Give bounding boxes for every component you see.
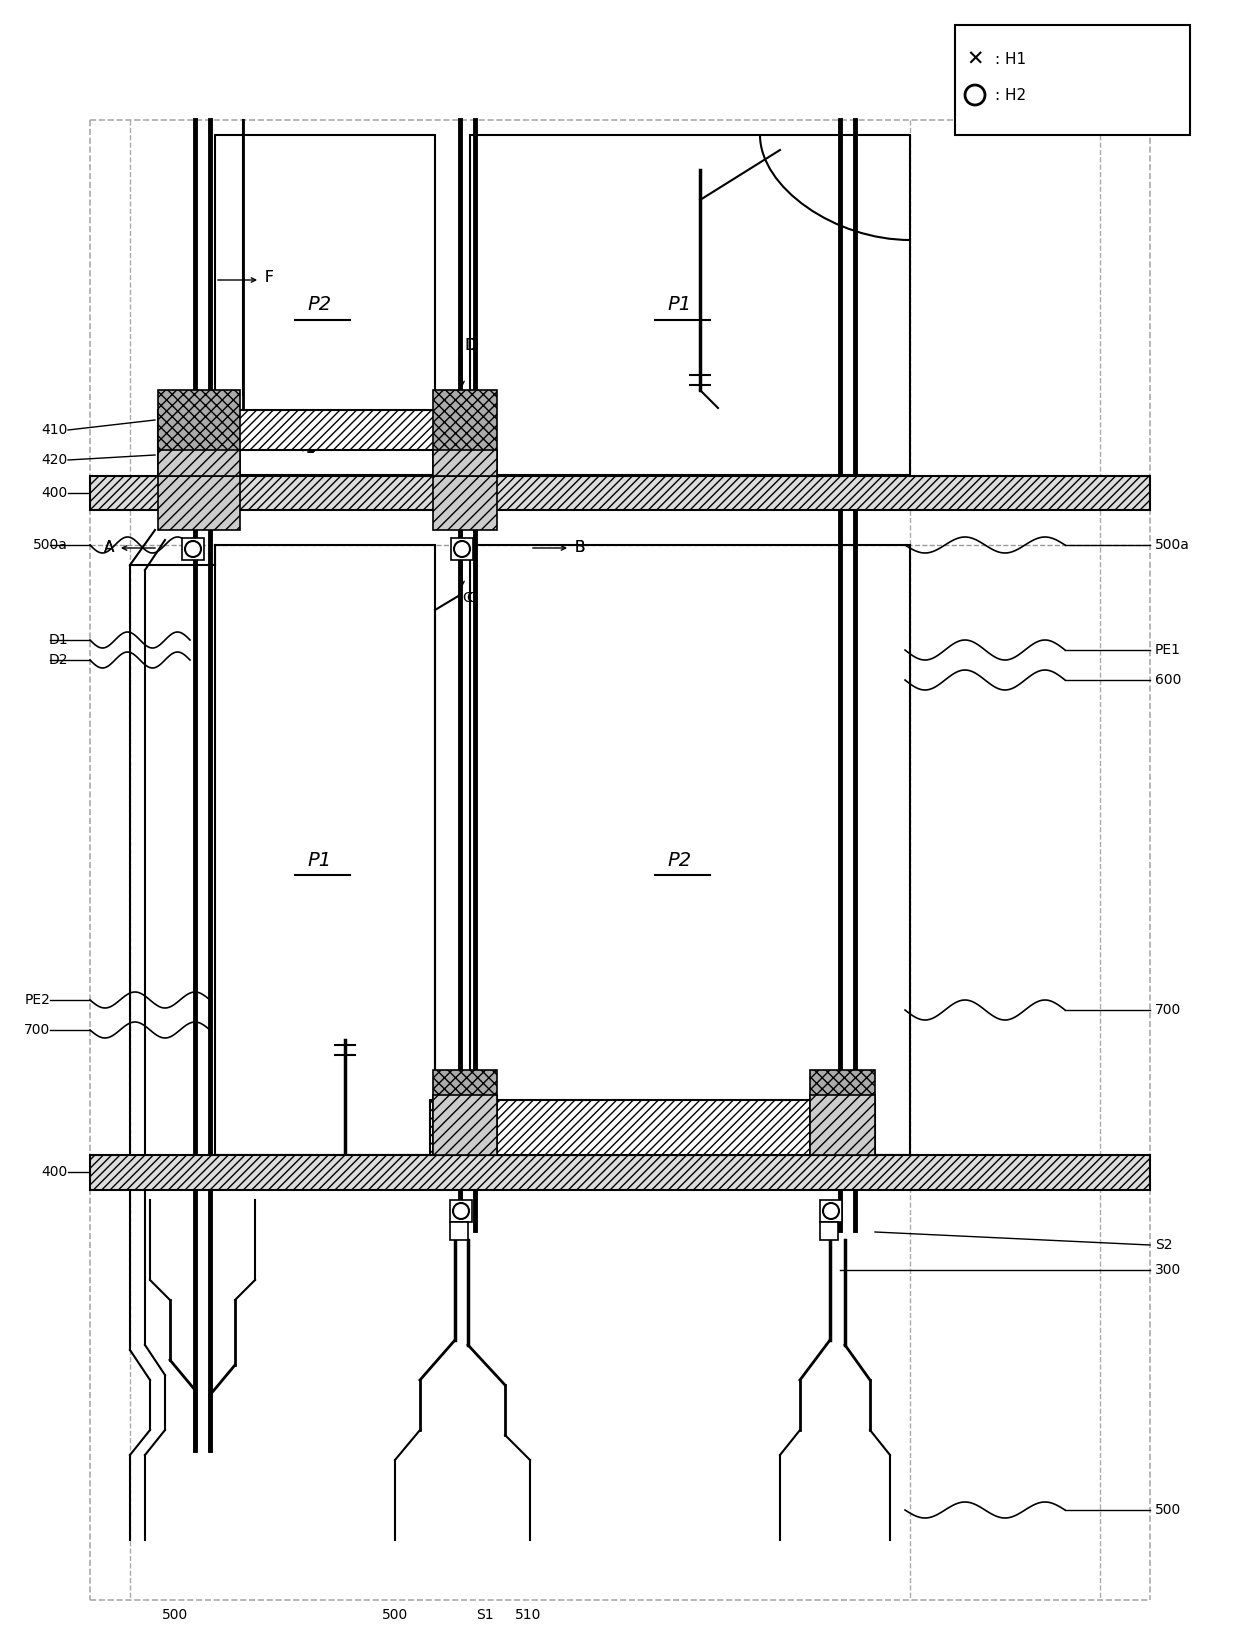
Text: 500: 500: [382, 1608, 408, 1622]
Bar: [433, 390, 497, 477]
Bar: [157, 410, 458, 450]
Bar: [157, 390, 241, 477]
Text: 420: 420: [42, 454, 68, 467]
Bar: [451, 539, 472, 560]
Text: D1: D1: [48, 633, 68, 646]
Bar: [215, 135, 435, 475]
Text: 400: 400: [42, 486, 68, 499]
Bar: [433, 1071, 497, 1155]
Text: S2: S2: [1154, 1239, 1173, 1252]
Text: P1: P1: [668, 295, 692, 315]
Bar: [820, 1200, 842, 1222]
Bar: [955, 24, 1190, 135]
Bar: [182, 539, 205, 560]
Text: C: C: [463, 591, 471, 605]
Text: PE1: PE1: [1154, 643, 1180, 658]
Text: D: D: [466, 338, 477, 353]
Bar: [433, 477, 497, 530]
Bar: [810, 1071, 875, 1155]
Text: 510: 510: [515, 1608, 541, 1622]
Text: : H2: : H2: [994, 88, 1027, 103]
Text: P1: P1: [308, 850, 332, 870]
Bar: [470, 545, 910, 1155]
Text: 400: 400: [42, 1165, 68, 1178]
Text: : H1: : H1: [994, 52, 1027, 67]
Bar: [157, 477, 241, 530]
Text: E: E: [306, 442, 315, 455]
Text: 500a: 500a: [1154, 539, 1190, 552]
Text: 410: 410: [42, 423, 68, 437]
Text: D: D: [464, 338, 476, 353]
Bar: [215, 545, 435, 1155]
Bar: [820, 1222, 838, 1240]
Text: 700: 700: [1154, 1004, 1182, 1017]
Bar: [450, 1200, 472, 1222]
Text: ✕: ✕: [836, 1075, 848, 1090]
Text: 600: 600: [1154, 672, 1182, 687]
Bar: [433, 450, 497, 477]
Text: A: A: [104, 540, 114, 555]
Text: P2: P2: [668, 850, 692, 870]
Text: A: A: [104, 540, 114, 555]
Text: B: B: [574, 540, 584, 555]
Bar: [470, 135, 910, 475]
Text: C: C: [466, 591, 476, 605]
Text: F: F: [264, 271, 273, 286]
Text: E: E: [308, 441, 316, 455]
Bar: [810, 1095, 875, 1155]
Text: ✕: ✕: [455, 1075, 469, 1090]
Bar: [91, 477, 1149, 509]
Text: ✕: ✕: [966, 51, 983, 70]
Text: D2: D2: [48, 653, 68, 667]
Bar: [91, 1155, 1149, 1190]
Text: PE2: PE2: [24, 992, 50, 1007]
Text: 700: 700: [24, 1023, 50, 1036]
Text: S1: S1: [476, 1608, 494, 1622]
Text: 500: 500: [162, 1608, 188, 1622]
Text: 500: 500: [1154, 1503, 1182, 1518]
Text: P2: P2: [308, 295, 332, 315]
Bar: [433, 1095, 497, 1155]
Text: F: F: [265, 271, 274, 286]
Text: 500a: 500a: [33, 539, 68, 552]
Bar: [430, 1100, 875, 1155]
Bar: [157, 450, 241, 477]
Bar: [450, 1222, 467, 1240]
Text: B: B: [574, 540, 584, 555]
Text: 300: 300: [1154, 1263, 1182, 1276]
